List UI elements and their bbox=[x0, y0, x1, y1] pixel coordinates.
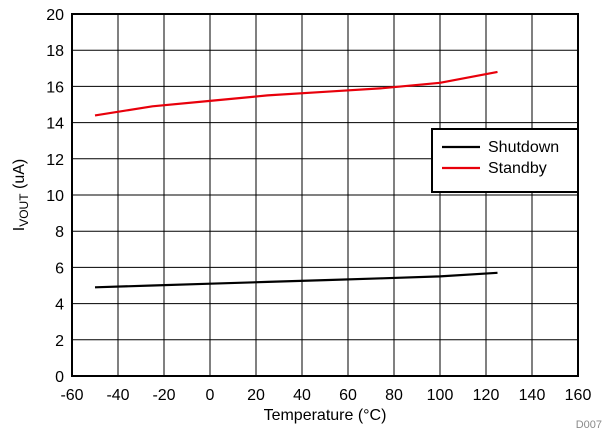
y-tick-label: 12 bbox=[46, 152, 64, 169]
x-tick-label: 140 bbox=[519, 387, 546, 404]
legend-box bbox=[431, 128, 579, 193]
legend-label-shutdown: Shutdown bbox=[488, 139, 559, 156]
x-tick-label: 120 bbox=[473, 387, 500, 404]
y-axis-title-unit: (uA) bbox=[11, 159, 28, 194]
y-tick-label: 4 bbox=[55, 297, 64, 314]
plot-area-frame bbox=[71, 13, 579, 377]
y-tick-label: 2 bbox=[55, 333, 64, 350]
y-tick-label: 8 bbox=[55, 224, 64, 241]
y-tick-label: 18 bbox=[46, 43, 64, 60]
series-line-shutdown bbox=[94, 271, 498, 289]
x-tick-label: 80 bbox=[385, 387, 403, 404]
x-tick-label: 20 bbox=[247, 387, 265, 404]
x-tick-label: -60 bbox=[60, 387, 83, 404]
x-tick-label: -20 bbox=[152, 387, 175, 404]
series-line-standby bbox=[94, 70, 498, 117]
x-tick-label: 60 bbox=[339, 387, 357, 404]
x-tick-label: -40 bbox=[106, 387, 129, 404]
x-axis-title: Temperature (°C) bbox=[264, 407, 387, 424]
y-tick-label: 6 bbox=[55, 260, 64, 277]
x-tick-label: 0 bbox=[206, 387, 215, 404]
y-tick-label: 14 bbox=[46, 116, 64, 133]
x-tick-label: 40 bbox=[293, 387, 311, 404]
x-tick-label: 100 bbox=[427, 387, 454, 404]
legend-label-standby: Standby bbox=[488, 160, 547, 177]
y-tick-labels: 0 2 4 6 8 10 12 14 16 18 20 bbox=[46, 7, 64, 386]
series-lines bbox=[94, 70, 498, 289]
gridlines bbox=[72, 14, 578, 376]
y-axis-title-main: I bbox=[11, 227, 28, 231]
legend: Shutdown Standby bbox=[431, 128, 579, 193]
y-tick-label: 16 bbox=[46, 79, 64, 96]
y-tick-label: 0 bbox=[55, 369, 64, 386]
x-tick-label: 160 bbox=[565, 387, 592, 404]
figure-id: D007 bbox=[576, 419, 602, 431]
y-tick-label: 20 bbox=[46, 7, 64, 24]
y-axis-title-subscript: VOUT bbox=[17, 193, 31, 227]
x-tick-labels: -60 -40 -20 0 20 40 60 80 100 120 140 160 bbox=[60, 387, 591, 404]
y-tick-label: 10 bbox=[46, 188, 64, 205]
y-axis-title: IVOUT (uA) bbox=[11, 159, 31, 231]
